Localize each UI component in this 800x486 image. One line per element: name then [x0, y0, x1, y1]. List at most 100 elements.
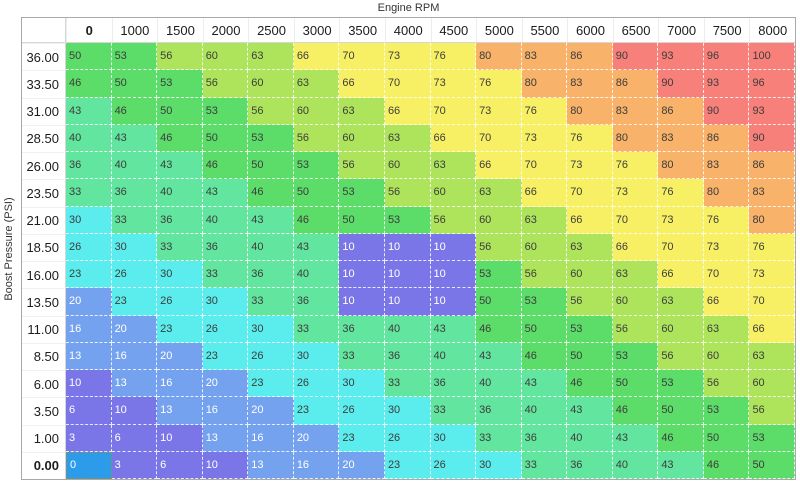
table-cell[interactable]: 46 — [66, 70, 112, 98]
table-cell[interactable]: 90 — [703, 97, 750, 125]
table-cell[interactable]: 93 — [749, 97, 795, 125]
table-cell[interactable]: 46 — [476, 315, 522, 343]
table-cell[interactable]: 53 — [339, 179, 385, 207]
table-cell[interactable]: 70 — [658, 233, 704, 261]
table-cell[interactable]: 30 — [66, 206, 112, 234]
table-cell[interactable]: 60 — [248, 70, 294, 98]
table-cell[interactable]: 50 — [157, 97, 203, 125]
table-cell[interactable]: 46 — [157, 124, 203, 152]
table-cell[interactable]: 26 — [202, 315, 249, 343]
table-cell[interactable]: 26 — [248, 342, 294, 370]
table-cell[interactable]: 13 — [66, 342, 112, 370]
table-cell[interactable]: 80 — [658, 152, 704, 180]
table-cell[interactable]: 76 — [521, 97, 568, 125]
table-cell[interactable]: 30 — [202, 288, 249, 316]
table-cell[interactable]: 60 — [202, 43, 249, 71]
table-cell[interactable]: 56 — [658, 342, 704, 370]
table-cell[interactable]: 23 — [339, 424, 385, 452]
table-cell[interactable]: 46 — [248, 179, 294, 207]
table-cell[interactable]: 36 — [567, 451, 613, 479]
table-cell[interactable]: 43 — [157, 152, 203, 180]
table-cell[interactable]: 63 — [612, 261, 659, 289]
table-cell[interactable]: 40 — [248, 233, 294, 261]
table-cell[interactable]: 60 — [384, 152, 431, 180]
table-cell[interactable]: 76 — [567, 124, 613, 152]
table-cell[interactable]: 56 — [476, 233, 522, 261]
table-cell[interactable]: 36 — [111, 179, 158, 207]
table-cell[interactable]: 40 — [202, 206, 249, 234]
table-cell[interactable]: 36 — [202, 233, 249, 261]
table-cell[interactable]: 30 — [248, 315, 294, 343]
table-cell[interactable]: 33 — [339, 342, 385, 370]
table-cell[interactable]: 70 — [339, 43, 385, 71]
table-cell[interactable]: 30 — [293, 342, 340, 370]
table-cell[interactable]: 43 — [248, 206, 294, 234]
table-cell[interactable]: 23 — [248, 370, 294, 398]
table-cell[interactable]: 20 — [111, 315, 158, 343]
table-cell[interactable]: 73 — [430, 70, 477, 98]
table-cell[interactable]: 56 — [430, 206, 477, 234]
table-cell[interactable]: 40 — [293, 261, 340, 289]
table-cell[interactable]: 56 — [157, 43, 203, 71]
table-cell[interactable]: 60 — [476, 206, 522, 234]
table-cell[interactable]: 43 — [111, 124, 158, 152]
table-cell[interactable]: 40 — [430, 342, 477, 370]
table-cell[interactable]: 53 — [612, 342, 659, 370]
table-cell[interactable]: 70 — [430, 97, 477, 125]
table-cell[interactable]: 63 — [293, 70, 340, 98]
table-cell[interactable]: 30 — [384, 397, 431, 425]
table-cell[interactable]: 73 — [521, 124, 568, 152]
table-cell[interactable]: 10 — [202, 451, 249, 479]
table-cell[interactable]: 46 — [293, 206, 340, 234]
table-cell[interactable]: 40 — [612, 451, 659, 479]
table-cell[interactable]: 10 — [339, 288, 385, 316]
table-cell[interactable]: 66 — [384, 97, 431, 125]
table-cell[interactable]: 60 — [430, 179, 477, 207]
table-cell[interactable]: 6 — [66, 397, 112, 425]
table-cell[interactable]: 23 — [293, 397, 340, 425]
table-cell[interactable]: 60 — [703, 342, 750, 370]
table-cell[interactable]: 33 — [111, 206, 158, 234]
table-cell[interactable]: 23 — [384, 451, 431, 479]
table-cell[interactable]: 46 — [703, 451, 750, 479]
table-cell[interactable]: 50 — [202, 124, 249, 152]
table-cell[interactable]: 56 — [384, 179, 431, 207]
table-cell[interactable]: 63 — [430, 152, 477, 180]
table-cell[interactable]: 80 — [476, 43, 522, 71]
table-cell[interactable]: 50 — [703, 424, 750, 452]
table-cell[interactable]: 26 — [111, 261, 158, 289]
table-cell[interactable]: 53 — [384, 206, 431, 234]
table-cell[interactable]: 33 — [430, 397, 477, 425]
table-cell[interactable]: 60 — [612, 288, 659, 316]
table-cell[interactable]: 36 — [66, 152, 112, 180]
table-cell[interactable]: 20 — [248, 397, 294, 425]
table-cell[interactable]: 66 — [476, 152, 522, 180]
table-cell[interactable]: 70 — [384, 70, 431, 98]
table-cell[interactable]: 56 — [749, 397, 795, 425]
table-cell[interactable]: 50 — [248, 152, 294, 180]
table-cell[interactable]: 33 — [202, 261, 249, 289]
table-cell[interactable]: 40 — [66, 124, 112, 152]
table-cell[interactable]: 73 — [703, 233, 750, 261]
table-cell[interactable]: 53 — [293, 152, 340, 180]
table-cell[interactable]: 10 — [384, 261, 431, 289]
table-cell[interactable]: 13 — [248, 451, 294, 479]
table-cell[interactable]: 10 — [384, 288, 431, 316]
table-cell[interactable]: 76 — [658, 179, 704, 207]
table-cell[interactable]: 63 — [248, 43, 294, 71]
table-cell[interactable]: 40 — [476, 370, 522, 398]
table-cell[interactable]: 66 — [293, 43, 340, 71]
table-cell[interactable]: 10 — [384, 233, 431, 261]
table-cell[interactable]: 60 — [339, 124, 385, 152]
table-cell[interactable]: 63 — [749, 342, 795, 370]
table-cell[interactable]: 50 — [111, 70, 158, 98]
table-cell[interactable]: 50 — [339, 206, 385, 234]
table-cell[interactable]: 50 — [293, 179, 340, 207]
table-cell[interactable]: 86 — [567, 43, 613, 71]
table-cell[interactable]: 83 — [521, 43, 568, 71]
table-cell[interactable]: 50 — [749, 451, 795, 479]
table-cell[interactable]: 60 — [658, 315, 704, 343]
table-cell[interactable]: 26 — [430, 451, 477, 479]
table-cell[interactable]: 100 — [749, 43, 795, 71]
table-cell[interactable]: 93 — [658, 43, 704, 71]
